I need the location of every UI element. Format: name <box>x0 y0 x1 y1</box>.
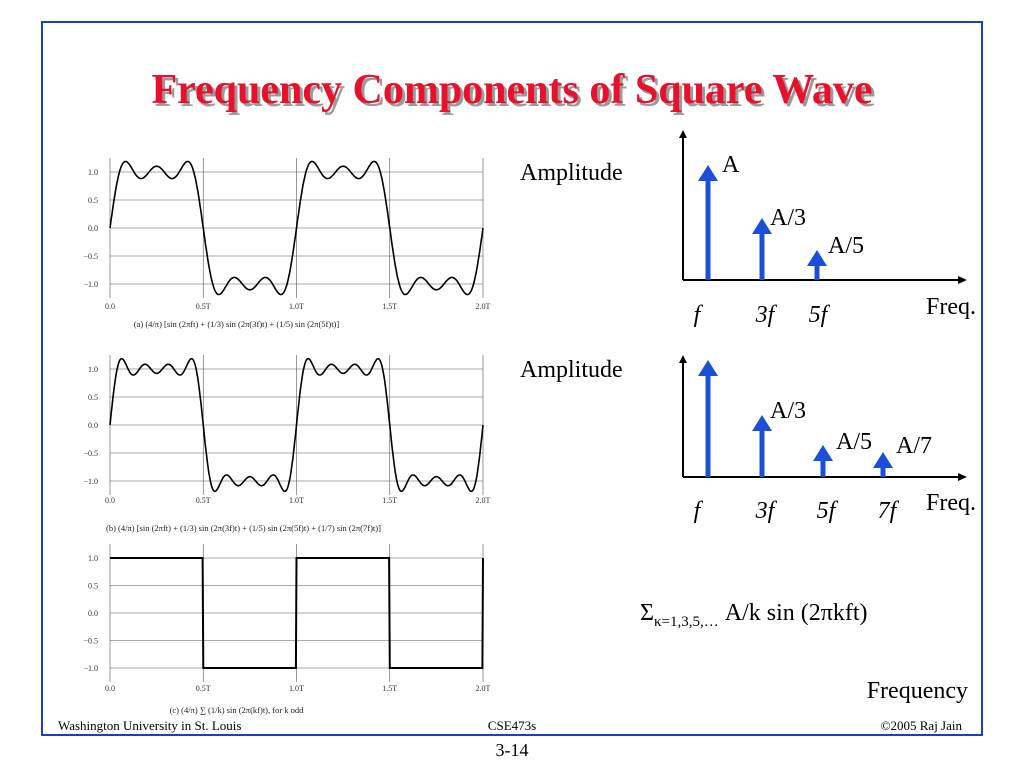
x-tick-label: 0.0 <box>105 496 115 505</box>
x-tick-label: 2.0T <box>476 684 491 693</box>
x-tick-label: 1.5T <box>382 302 397 311</box>
spectral-arrowhead <box>807 250 827 266</box>
x-tick-label: 2.0T <box>476 496 491 505</box>
x-tick-label: 5f <box>809 302 831 328</box>
peak-label: A/5 <box>836 429 872 455</box>
x-tick-label: 0.5T <box>196 496 211 505</box>
x-tick-label: 3f <box>755 302 778 328</box>
x-tick-label: 0.5T <box>196 684 211 693</box>
y-tick-label: 1.0 <box>88 554 98 563</box>
formula-subscript: κ=1,3,5,… <box>654 614 719 630</box>
y-tick-label: −0.5 <box>83 449 98 458</box>
x-tick-label: 5f <box>817 498 839 524</box>
spectral-arrowhead <box>752 218 772 234</box>
axis-arrow <box>958 473 967 481</box>
spectral-line <box>814 262 820 280</box>
peak-label: A/3 <box>770 398 806 424</box>
peak-label: A/7 <box>896 433 932 459</box>
y-tick-label: 0.0 <box>88 609 98 618</box>
y-tick-label: 0.0 <box>88 224 98 233</box>
axis-arrow <box>958 276 967 284</box>
x-axis-title: Freq. <box>926 490 976 516</box>
page-number: 3-14 <box>496 740 529 760</box>
peak-label: A/3 <box>770 205 806 231</box>
x-tick-label: 3f <box>755 498 778 524</box>
y-tick-label: 1.0 <box>88 365 98 374</box>
plot-caption: (b) (4/π) [sin (2πft) + (1/3) sin (2π(3f… <box>106 523 381 533</box>
y-axis-label: Amplitude <box>520 160 623 186</box>
footer-center: CSE473s <box>488 718 536 733</box>
waveform <box>109 357 484 493</box>
y-tick-label: −1.0 <box>83 280 98 289</box>
x-tick-label: 1.0T <box>289 684 304 693</box>
y-tick-label: 0.0 <box>88 421 98 430</box>
plot-caption: (a) (4/π) [sin (2πft) + (1/3) sin (2π(3f… <box>134 319 340 329</box>
spectral-arrowhead <box>873 452 893 468</box>
spectral-line <box>705 177 711 280</box>
y-axis-label: Amplitude <box>520 357 623 383</box>
spectral-line <box>820 457 826 477</box>
spectral-arrowhead <box>752 415 772 431</box>
y-tick-label: −1.0 <box>83 664 98 673</box>
plot-caption: (c) (4/π) ∑ (1/k) sin (2π(kf)t), for k o… <box>170 705 305 715</box>
waveform <box>109 160 484 296</box>
y-tick-label: −0.5 <box>83 252 98 261</box>
y-tick-label: 0.5 <box>88 393 98 402</box>
x-tick-label: f <box>694 498 704 524</box>
peak-label: A <box>722 152 740 178</box>
x-tick-label: 1.0T <box>289 302 304 311</box>
y-tick-label: 1.0 <box>88 168 98 177</box>
peak-label: A/5 <box>828 233 864 259</box>
spectral-line <box>705 372 711 477</box>
x-axis-title: Freq. <box>926 294 976 320</box>
y-tick-label: −0.5 <box>83 637 98 646</box>
y-tick-label: 0.5 <box>88 196 98 205</box>
x-tick-label: f <box>694 302 704 328</box>
axis-arrow <box>679 130 687 138</box>
slide-title: Frequency Components of Square Wave <box>151 67 872 113</box>
spectral-arrowhead <box>698 360 718 376</box>
x-tick-label: 0.0 <box>105 302 115 311</box>
waveform <box>110 557 484 669</box>
x-tick-label: 1.5T <box>382 684 397 693</box>
formula-body: A/k sin (2πkft) <box>719 600 868 626</box>
spectral-arrowhead <box>698 165 718 181</box>
frequency-label: Frequency <box>867 678 968 704</box>
x-tick-label: 7f <box>878 498 900 524</box>
formula-symbol: Σ <box>640 600 654 626</box>
footer-right: ©2005 Raj Jain <box>881 718 963 733</box>
spectral-line <box>759 427 765 477</box>
y-tick-label: 0.5 <box>88 582 98 591</box>
y-tick-label: −1.0 <box>83 477 98 486</box>
x-tick-label: 1.5T <box>382 496 397 505</box>
axis-arrow <box>679 355 687 363</box>
x-tick-label: 1.0T <box>289 496 304 505</box>
formula: Σκ=1,3,5,… A/k sin (2πkft) <box>640 600 868 630</box>
footer-left: Washington University in St. Louis <box>58 718 241 733</box>
slide-frame <box>41 21 983 736</box>
x-tick-label: 0.5T <box>196 302 211 311</box>
x-tick-label: 0.0 <box>105 684 115 693</box>
spectral-arrowhead <box>813 445 833 461</box>
x-tick-label: 2.0T <box>476 302 491 311</box>
spectral-line <box>880 464 886 477</box>
spectral-line <box>759 230 765 280</box>
